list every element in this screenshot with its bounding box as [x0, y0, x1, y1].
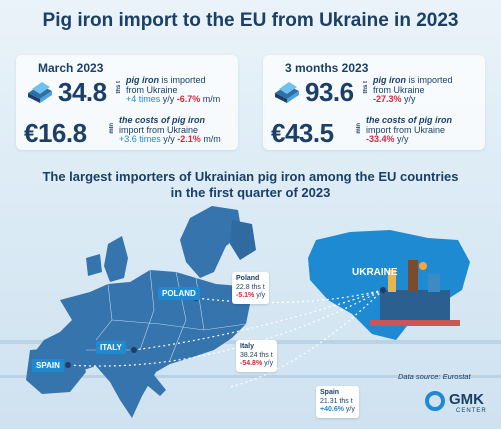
flow-lines	[67, 289, 384, 388]
map-subtitle: The largest importers of Ukrainian pig i…	[42, 169, 459, 200]
volume-value: 34.8	[58, 77, 107, 107]
scandinavia-shape	[180, 206, 242, 278]
italy-marker	[131, 347, 137, 353]
card-period: 3 months 2023	[285, 61, 369, 75]
cost-description: the costs of pig iron import from Ukrain…	[366, 115, 453, 144]
page-title: Pig iron import to the EU from Ukraine i…	[42, 10, 459, 31]
logo-brand: GMK	[449, 391, 484, 408]
card-period: March 2023	[38, 61, 104, 75]
europe-map	[0, 206, 501, 418]
cost-unit: mln	[356, 123, 362, 134]
card-3-months-2023: 3 months 2023 93.6 ths t pig iron is imp…	[263, 55, 485, 150]
info-spain: Spain 21.31 ths t +40.6% y/y	[316, 386, 359, 418]
gmk-logo: GMK CENTER	[425, 389, 495, 421]
ireland-shape	[86, 254, 102, 276]
volume-value: 93.6	[305, 77, 354, 107]
cost-unit: mln	[109, 123, 115, 134]
ukraine-marker	[380, 287, 386, 293]
data-source: Data source: Eurostat	[398, 372, 471, 381]
cost-row: €16.8 mln the costs of pig iron import f…	[24, 115, 234, 149]
volume-description: pig iron is imported from Ukraine -27.3%…	[373, 75, 453, 104]
country-tag-ukraine: UKRAINE	[352, 267, 398, 278]
country-tag-poland: POLAND	[158, 287, 200, 300]
volume-unit: ths t	[116, 81, 122, 94]
cost-description: the costs of pig iron import from Ukrain…	[119, 115, 221, 144]
volume-unit: ths t	[363, 81, 369, 94]
mainland-eu-shape	[30, 270, 250, 418]
volume-description: pig iron is imported from Ukraine +4 tim…	[126, 75, 221, 104]
info-poland: Poland 22.8 ths t -5.1% y/y	[232, 272, 270, 304]
info-italy: Italy 38.24 ths t -54.8% y/y	[236, 340, 278, 372]
volume-row: 34.8 ths t pig iron is imported from Ukr…	[24, 75, 234, 109]
uk-shape	[104, 236, 128, 282]
country-tag-spain: SPAIN	[32, 359, 64, 372]
card-march-2023: March 2023 34.8 ths t pig iron is import…	[16, 55, 238, 150]
pig-iron-ingot-icon	[275, 82, 299, 103]
steel-plant-icon	[370, 260, 460, 326]
cost-value: €16.8	[24, 118, 87, 148]
finland-shape	[230, 220, 256, 260]
italy-shape	[128, 350, 166, 396]
spain-marker	[65, 362, 71, 368]
volume-row: 93.6 ths t pig iron is imported from Ukr…	[271, 75, 481, 109]
logo-sub: CENTER	[456, 408, 487, 414]
country-tag-italy: ITALY	[96, 341, 126, 354]
cost-value: €43.5	[271, 118, 334, 148]
cost-row: €43.5 mln the costs of pig iron import f…	[271, 115, 481, 149]
logo-circle-icon	[425, 391, 445, 411]
pig-iron-ingot-icon	[28, 82, 52, 103]
